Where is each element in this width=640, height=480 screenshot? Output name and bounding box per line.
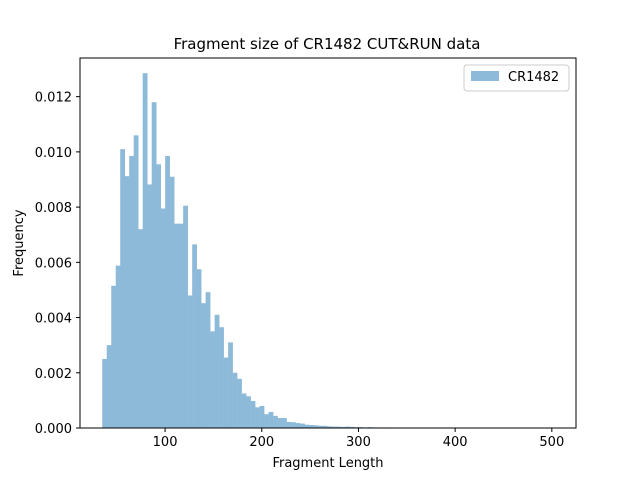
histogram-bar (291, 422, 296, 428)
x-tick-label: 300 (346, 435, 371, 450)
histogram-bar (331, 426, 337, 428)
histogram-bar (286, 421, 292, 428)
histogram-bar (156, 164, 161, 428)
histogram-bar (223, 357, 229, 428)
histogram-bar (165, 156, 170, 428)
histogram-bar (111, 285, 117, 428)
histogram-bar (241, 393, 247, 428)
legend-label: CR1482 (508, 70, 559, 85)
histogram-bar (277, 418, 283, 428)
histogram-bar (174, 223, 179, 428)
histogram-bar (133, 135, 139, 428)
histogram-bar (187, 295, 193, 428)
x-tick-label: 100 (153, 435, 178, 450)
histogram-bar (106, 345, 112, 428)
histogram-bar (304, 424, 310, 428)
histogram-bar (313, 425, 319, 428)
x-tick-label: 400 (443, 435, 468, 450)
histogram-bar (115, 265, 121, 428)
histogram-bar (160, 208, 166, 428)
y-axis: 0.000 0.002 0.004 0.006 0.008 0.010 0.012 (35, 91, 80, 437)
histogram-bar (151, 102, 157, 429)
y-tick-label: 0.006 (35, 256, 72, 271)
histogram-bar (327, 426, 332, 428)
histogram-bar (196, 269, 202, 428)
histogram-bar (268, 411, 274, 428)
y-axis-label: Frequency (12, 209, 27, 276)
bars-group (102, 73, 553, 429)
histogram-bar (264, 414, 269, 428)
histogram-bar (309, 424, 314, 428)
x-tick-label: 500 (539, 435, 564, 450)
chart-title: Fragment size of CR1482 CUT&RUN data (174, 35, 481, 53)
histogram-bar (129, 156, 135, 428)
histogram-bar (336, 426, 341, 428)
histogram-bar (340, 426, 346, 428)
histogram-bar (142, 73, 148, 428)
histogram-bar (178, 223, 184, 428)
histogram-bar (169, 176, 175, 428)
histogram-bar (192, 244, 197, 428)
histogram-bar (349, 426, 355, 428)
histogram-bar (322, 425, 328, 428)
legend-swatch (471, 71, 499, 81)
histogram-bar (300, 423, 305, 428)
histogram-bar (205, 292, 211, 428)
histogram-bar (282, 418, 287, 428)
histogram-bar (102, 358, 108, 428)
legend: CR1482 (463, 64, 570, 92)
histogram-bar (120, 149, 126, 428)
histogram-bar (228, 342, 233, 428)
x-axis: 100 200 300 400 500 (153, 428, 564, 450)
histogram-bar (273, 415, 278, 428)
y-tick-label: 0.004 (35, 312, 72, 327)
histogram-bar (250, 400, 256, 428)
histogram-bar (237, 378, 242, 428)
y-tick-label: 0.002 (35, 367, 72, 382)
y-tick-label: 0.008 (35, 201, 72, 216)
histogram-bar (232, 372, 238, 428)
histogram-bar (255, 407, 260, 428)
y-tick-label: 0.000 (35, 422, 72, 437)
histogram-bar (147, 184, 152, 428)
histogram-bar (295, 423, 301, 428)
histogram-bar (201, 303, 206, 428)
histogram-bar (259, 405, 265, 428)
histogram-bar (138, 229, 144, 428)
histogram-bar (183, 205, 188, 428)
histogram-bar (219, 327, 224, 428)
histogram-bar (318, 425, 323, 428)
y-tick-label: 0.012 (35, 91, 72, 106)
plot-frame (79, 57, 577, 429)
histogram-bar (246, 396, 251, 428)
histogram-bar (124, 176, 130, 428)
x-axis-label: Fragment Length (272, 456, 383, 471)
histogram-bar (214, 314, 220, 428)
y-tick-label: 0.010 (35, 146, 72, 161)
histogram-bar (345, 426, 350, 428)
histogram-bar (210, 331, 215, 428)
x-tick-label: 200 (249, 435, 274, 450)
